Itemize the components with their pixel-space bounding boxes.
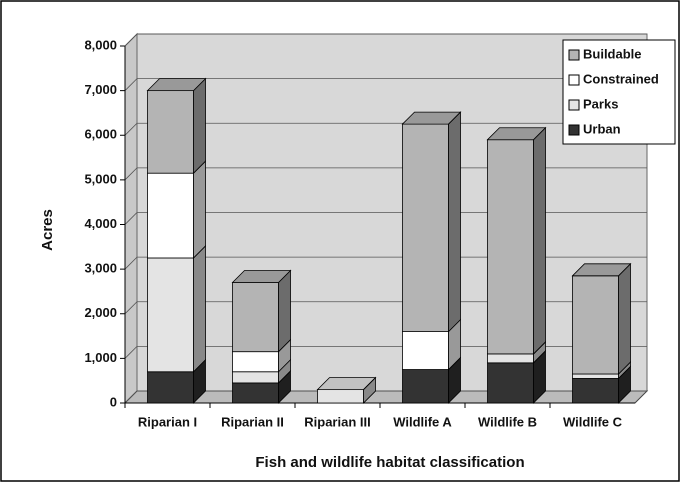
bar-front	[572, 378, 619, 404]
bar-top	[486, 127, 547, 141]
x-tick-label: Riparian I	[138, 414, 197, 429]
bar-segment	[402, 356, 461, 404]
bar-segment	[231, 269, 292, 353]
bar-side	[278, 269, 291, 353]
legend-label: Urban	[583, 121, 621, 136]
grid-line	[124, 256, 647, 270]
bar-top	[146, 78, 207, 92]
legend-box	[562, 39, 676, 145]
legend-label: Parks	[583, 96, 618, 111]
y-tick-label: 4,000	[84, 216, 117, 231]
bar-segment	[147, 358, 206, 404]
bar-front	[147, 90, 194, 174]
grid-line	[124, 78, 647, 91]
bar-front	[232, 351, 279, 373]
bar-segment	[402, 318, 461, 371]
y-tick-label: 1,000	[84, 350, 117, 365]
legend-label: Buildable	[583, 46, 642, 61]
bar-front	[402, 331, 449, 370]
bar-front	[572, 373, 619, 379]
grid-line	[124, 301, 647, 315]
bar-top	[571, 263, 632, 277]
bar-front	[147, 257, 194, 373]
legend-swatch	[568, 74, 580, 86]
y-tick-label: 7,000	[84, 82, 117, 97]
bar-side	[193, 77, 206, 175]
bar-segment	[146, 77, 207, 175]
bar-side	[448, 111, 461, 333]
grid-line	[124, 122, 647, 136]
bar-segment	[571, 262, 632, 375]
bar-front	[147, 371, 194, 404]
y-tick-label: 2,000	[84, 305, 117, 320]
y-axis-title: Acres	[39, 209, 56, 251]
bar-segment	[232, 338, 291, 373]
bar-front	[402, 123, 449, 333]
y-tick-label: 6,000	[84, 127, 117, 142]
grid-line	[124, 212, 647, 225]
x-tick-label: Wildlife C	[563, 414, 623, 429]
grid-line	[124, 167, 647, 181]
bar-front	[147, 172, 194, 259]
bar-front	[232, 382, 279, 404]
bar-front	[232, 282, 279, 353]
x-tick-label: Riparian II	[221, 414, 284, 429]
legend-label: Constrained	[583, 71, 659, 86]
y-tick-label: 0	[110, 394, 117, 409]
y-tick-label: 8,000	[84, 37, 117, 52]
x-axis-title: Fish and wildlife habitat classification	[255, 454, 524, 471]
bar-side	[193, 245, 206, 373]
grid-line	[124, 390, 647, 404]
bar-front	[402, 369, 449, 404]
legend-swatch	[568, 124, 580, 136]
bar-segment	[487, 349, 546, 404]
bar-side	[193, 160, 206, 259]
bar-front	[572, 275, 619, 375]
bar-segment	[363, 377, 376, 390]
x-tick-label: Wildlife A	[393, 414, 452, 429]
bar-front	[487, 353, 534, 364]
bar-front	[232, 371, 279, 384]
legend-swatch	[568, 99, 580, 111]
bar-front	[317, 389, 364, 404]
bar-side	[618, 262, 631, 375]
bar-segment	[147, 160, 206, 259]
bar-front	[487, 139, 534, 355]
x-tick-label: Riparian III	[304, 414, 370, 429]
bar-top	[401, 111, 462, 125]
bar-segment	[316, 376, 377, 404]
x-tick-label: Wildlife B	[478, 414, 537, 429]
bar-side	[533, 126, 546, 355]
grid-line	[124, 345, 647, 359]
bar-side	[363, 377, 376, 390]
legend-swatch	[568, 49, 580, 61]
y-tick-label: 3,000	[84, 261, 117, 276]
bar-segment	[401, 111, 462, 333]
bar-segment	[147, 245, 206, 373]
bar-segment	[486, 126, 547, 355]
y-tick-label: 5,000	[84, 171, 117, 186]
grid-line	[124, 33, 647, 47]
bar-segment	[232, 369, 291, 404]
bar-front	[487, 362, 534, 404]
bar-top	[231, 270, 292, 283]
